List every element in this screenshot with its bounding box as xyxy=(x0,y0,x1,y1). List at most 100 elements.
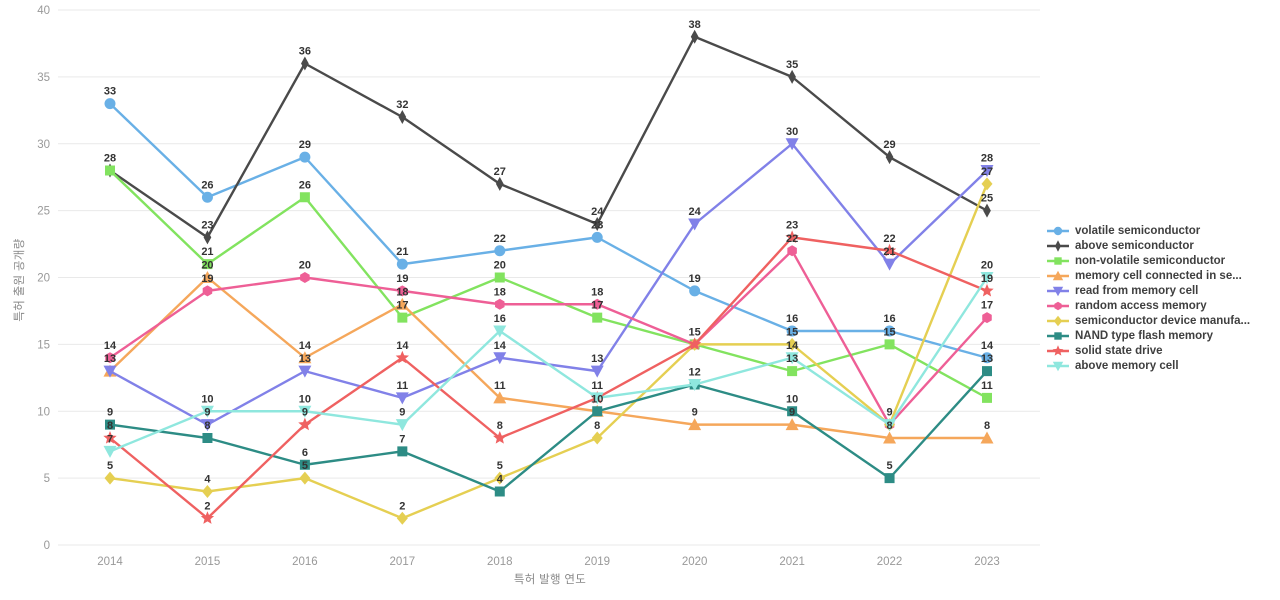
data-point-random-access-memory-2017[interactable] xyxy=(397,285,408,297)
legend-item-semiconductor-device-manufa[interactable]: semiconductor device manufa... xyxy=(1046,313,1250,328)
data-point-above-memory-cell-2020[interactable] xyxy=(688,379,702,391)
data-point-above-memory-cell-2022[interactable] xyxy=(883,419,897,432)
data-point-nand-type-flash-memory-2015[interactable] xyxy=(202,433,213,443)
data-point-non-volatile-semiconductor-2021[interactable] xyxy=(787,366,798,377)
data-point-above-memory-cell-2015[interactable] xyxy=(200,405,214,418)
data-point-volatile-semiconductor-2022[interactable] xyxy=(884,325,896,337)
data-point-nand-type-flash-memory-2019[interactable] xyxy=(592,406,603,417)
data-point-solid-state-drive-2015[interactable] xyxy=(200,511,215,524)
data-point-above-semiconductor-2020[interactable] xyxy=(690,29,699,44)
data-point-semiconductor-device-manufa-2016[interactable] xyxy=(299,471,311,485)
data-point-above-semiconductor-2021[interactable] xyxy=(788,69,796,84)
data-point-volatile-semiconductor-2018[interactable] xyxy=(494,245,506,257)
data-point-read-from-memory-cell-2018[interactable] xyxy=(493,352,507,365)
data-point-above-memory-cell-2014[interactable] xyxy=(103,445,117,458)
data-point-nand-type-flash-memory-2023[interactable] xyxy=(982,366,992,377)
data-point-volatile-semiconductor-2020[interactable] xyxy=(689,285,701,297)
data-point-nand-type-flash-memory-2021[interactable] xyxy=(787,406,798,417)
data-point-non-volatile-semiconductor-2015[interactable] xyxy=(202,259,213,270)
data-point-semiconductor-device-manufa-2019[interactable] xyxy=(591,431,603,445)
data-point-above-memory-cell-2018[interactable] xyxy=(493,325,507,338)
data-point-random-access-memory-2021[interactable] xyxy=(787,245,797,257)
data-point-memory-cell-connected-in-se-2020[interactable] xyxy=(688,418,702,431)
data-point-above-semiconductor-2018[interactable] xyxy=(495,176,504,191)
data-point-above-memory-cell-2016[interactable] xyxy=(298,405,312,418)
data-point-random-access-memory-2018[interactable] xyxy=(495,298,505,310)
data-point-volatile-semiconductor-2017[interactable] xyxy=(396,258,408,270)
data-point-solid-state-drive-2014[interactable] xyxy=(103,431,117,444)
data-point-read-from-memory-cell-2019[interactable] xyxy=(590,365,604,378)
data-point-memory-cell-connected-in-se-2018[interactable] xyxy=(493,391,507,404)
data-point-solid-state-drive-2021[interactable] xyxy=(785,230,799,244)
data-point-solid-state-drive-2023[interactable] xyxy=(980,283,994,297)
data-point-above-memory-cell-2017[interactable] xyxy=(395,419,409,432)
legend-item-above-memory-cell[interactable]: above memory cell xyxy=(1046,358,1250,373)
data-point-random-access-memory-2019[interactable] xyxy=(592,298,602,310)
data-point-non-volatile-semiconductor-2023[interactable] xyxy=(982,392,992,403)
data-point-read-from-memory-cell-2016[interactable] xyxy=(298,365,312,378)
data-point-read-from-memory-cell-2023[interactable] xyxy=(980,165,994,177)
data-point-volatile-semiconductor-2023[interactable] xyxy=(981,352,993,364)
data-point-read-from-memory-cell-2015[interactable] xyxy=(200,419,214,432)
data-point-memory-cell-connected-in-se-2023[interactable] xyxy=(980,431,994,444)
data-point-non-volatile-semiconductor-2014[interactable] xyxy=(105,165,115,176)
data-point-random-access-memory-2023[interactable] xyxy=(982,312,992,324)
legend-item-solid-state-drive[interactable]: solid state drive xyxy=(1046,343,1250,358)
data-point-non-volatile-semiconductor-2016[interactable] xyxy=(299,192,310,203)
data-point-memory-cell-connected-in-se-2021[interactable] xyxy=(785,418,799,431)
data-point-semiconductor-device-manufa-2014[interactable] xyxy=(104,471,116,485)
data-point-semiconductor-device-manufa-2018[interactable] xyxy=(494,471,506,485)
data-point-above-memory-cell-2021[interactable] xyxy=(785,352,799,365)
data-point-nand-type-flash-memory-2022[interactable] xyxy=(884,473,895,484)
data-point-semiconductor-device-manufa-2015[interactable] xyxy=(201,485,213,498)
data-point-nand-type-flash-memory-2016[interactable] xyxy=(299,459,310,470)
data-point-above-semiconductor-2016[interactable] xyxy=(301,56,309,71)
data-point-memory-cell-connected-in-se-2022[interactable] xyxy=(883,431,897,444)
data-point-solid-state-drive-2018[interactable] xyxy=(493,431,507,444)
data-point-above-semiconductor-2019[interactable] xyxy=(593,217,602,231)
data-point-non-volatile-semiconductor-2018[interactable] xyxy=(494,272,505,283)
data-point-above-semiconductor-2017[interactable] xyxy=(398,110,407,124)
data-point-nand-type-flash-memory-2018[interactable] xyxy=(494,486,505,497)
data-point-solid-state-drive-2020[interactable] xyxy=(688,337,702,351)
data-point-read-from-memory-cell-2017[interactable] xyxy=(395,392,409,405)
data-point-above-semiconductor-2023[interactable] xyxy=(983,203,991,218)
legend-item-read-from-memory-cell[interactable]: read from memory cell xyxy=(1046,283,1250,298)
data-point-read-from-memory-cell-2020[interactable] xyxy=(688,218,702,231)
data-point-solid-state-drive-2017[interactable] xyxy=(395,350,409,364)
legend-item-random-access-memory[interactable]: random access memory xyxy=(1046,298,1250,313)
data-point-read-from-memory-cell-2014[interactable] xyxy=(103,365,117,378)
data-point-volatile-semiconductor-2016[interactable] xyxy=(299,151,311,163)
data-point-read-from-memory-cell-2021[interactable] xyxy=(785,138,799,151)
legend-item-non-volatile-semiconductor[interactable]: non-volatile semiconductor xyxy=(1046,253,1250,268)
data-point-non-volatile-semiconductor-2019[interactable] xyxy=(592,312,603,323)
data-point-volatile-semiconductor-2014[interactable] xyxy=(104,98,116,110)
data-point-random-access-memory-2015[interactable] xyxy=(202,285,213,297)
data-point-volatile-semiconductor-2015[interactable] xyxy=(201,191,213,203)
data-point-memory-cell-connected-in-se-2015[interactable] xyxy=(200,271,214,283)
legend-item-above-semiconductor[interactable]: above semiconductor xyxy=(1046,238,1250,253)
data-point-nand-type-flash-memory-2014[interactable] xyxy=(105,419,115,430)
data-point-above-memory-cell-2023[interactable] xyxy=(980,272,994,284)
data-point-random-access-memory-2016[interactable] xyxy=(300,272,310,283)
legend-item-volatile-semiconductor[interactable]: volatile semiconductor xyxy=(1046,223,1250,238)
data-point-solid-state-drive-2016[interactable] xyxy=(298,417,312,431)
data-point-solid-state-drive-2022[interactable] xyxy=(882,243,897,257)
data-point-above-semiconductor-2022[interactable] xyxy=(885,150,894,165)
data-point-semiconductor-device-manufa-2017[interactable] xyxy=(396,511,408,525)
data-point-above-semiconductor-2015[interactable] xyxy=(203,230,212,245)
data-point-memory-cell-connected-in-se-2017[interactable] xyxy=(395,297,409,310)
data-point-nand-type-flash-memory-2017[interactable] xyxy=(397,446,408,457)
data-point-semiconductor-device-manufa-2023[interactable] xyxy=(981,177,993,191)
legend-item-memory-cell-connected-in-se[interactable]: memory cell connected in se... xyxy=(1046,268,1250,283)
data-point-non-volatile-semiconductor-2017[interactable] xyxy=(397,312,408,323)
legend-item-nand-type-flash-memory[interactable]: NAND type flash memory xyxy=(1046,328,1250,343)
data-point-semiconductor-device-manufa-2021[interactable] xyxy=(786,337,798,351)
data-point-volatile-semiconductor-2019[interactable] xyxy=(591,231,603,243)
data-point-above-memory-cell-2019[interactable] xyxy=(590,392,604,405)
data-point-read-from-memory-cell-2022[interactable] xyxy=(883,258,897,271)
data-point-volatile-semiconductor-2021[interactable] xyxy=(786,325,798,337)
data-point-memory-cell-connected-in-se-2016[interactable] xyxy=(298,351,312,364)
data-point-random-access-memory-2014[interactable] xyxy=(105,352,115,364)
data-point-non-volatile-semiconductor-2022[interactable] xyxy=(884,339,895,350)
